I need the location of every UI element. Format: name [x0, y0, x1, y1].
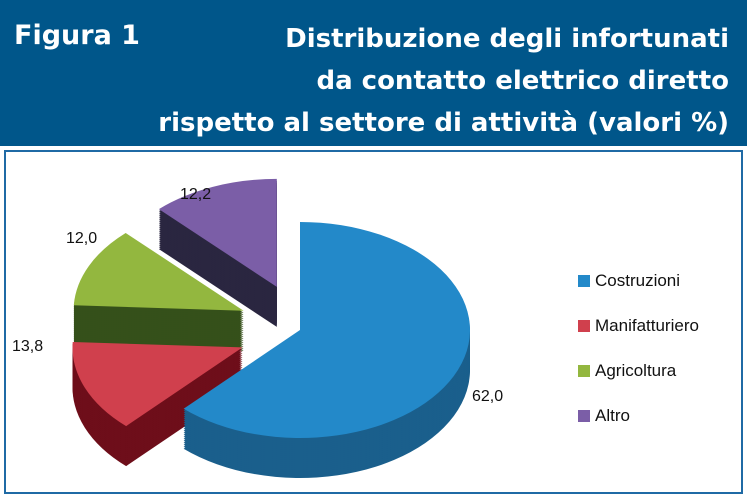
- title-line: da contatto elettrico diretto: [316, 66, 729, 96]
- legend-item: Altro: [578, 393, 699, 438]
- slice-top: [73, 232, 244, 311]
- legend-label: Altro: [595, 405, 630, 425]
- figure-title: Distribuzione degli infortunati da conta…: [129, 18, 729, 144]
- figure-label: Figura 1: [14, 20, 140, 51]
- figure-header: Figura 1 Distribuzione degli infortunati…: [0, 0, 747, 146]
- legend-item: Manifatturiero: [578, 303, 699, 348]
- legend-swatch: [578, 409, 590, 422]
- legend-swatch: [578, 274, 590, 287]
- pie-slice-altro: [158, 178, 277, 327]
- pie-slice-agricoltura: [73, 232, 244, 351]
- slice-top: [158, 178, 277, 287]
- data-label-altro: 12,2: [180, 186, 212, 203]
- legend-swatch: [578, 364, 590, 377]
- legend-item: Costruzioni: [578, 258, 699, 303]
- title-line: Distribuzione degli infortunati: [285, 24, 729, 54]
- title-line: rispetto al settore di attività (valori …: [158, 108, 729, 138]
- pie-slice-costruzioni: [183, 222, 471, 478]
- slice-top: [72, 341, 243, 427]
- data-label-costruzioni: 62,0: [472, 388, 504, 405]
- legend-swatch: [578, 319, 590, 332]
- legend-label: Costruzioni: [595, 270, 681, 290]
- data-label-agricoltura: 12,0: [66, 230, 98, 247]
- legend-label: Manifatturiero: [595, 315, 699, 335]
- legend-item: Agricoltura: [578, 348, 699, 393]
- legend-label: Agricoltura: [595, 360, 677, 380]
- slice-top: [183, 222, 471, 438]
- data-label-manifatturiero: 13,8: [12, 338, 44, 355]
- legend: Costruzioni Manifatturiero Agricoltura A…: [578, 258, 699, 438]
- pie-slice-manifatturiero: [72, 341, 243, 467]
